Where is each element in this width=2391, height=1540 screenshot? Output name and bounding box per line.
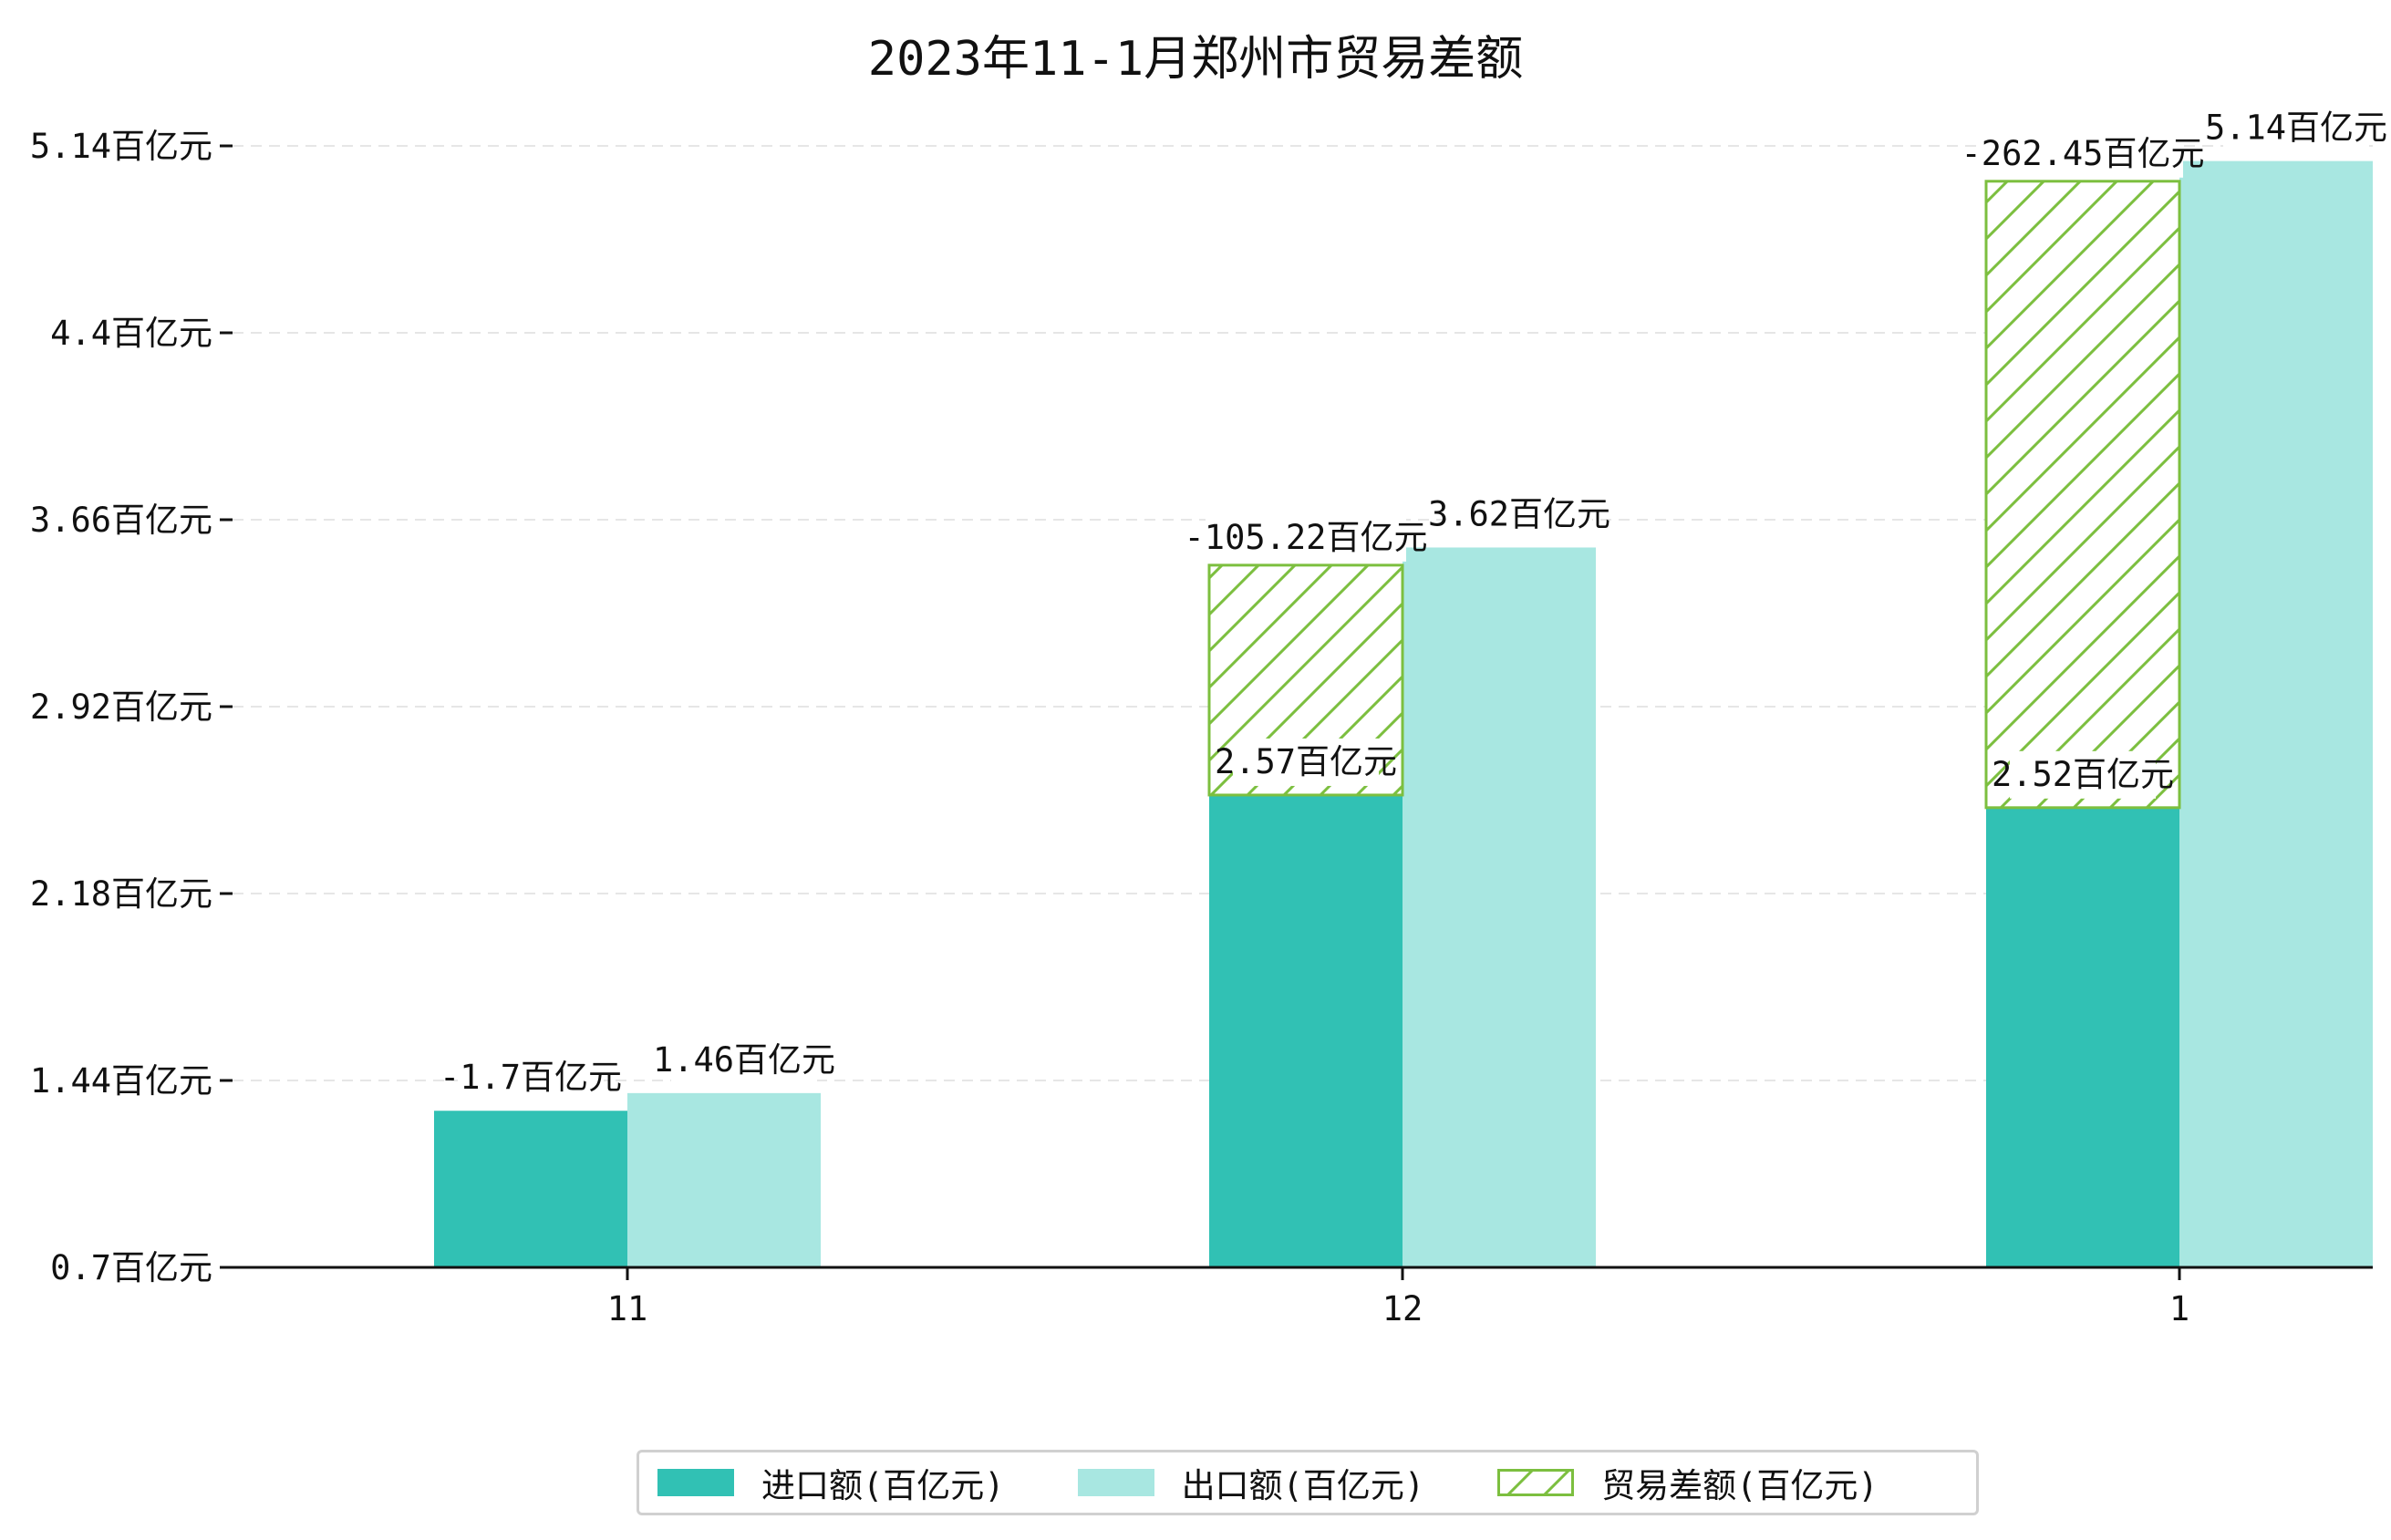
data-label: -105.22百亿元 [1185,518,1428,557]
data-label-bg [2223,104,2369,152]
data-label-bg [1233,738,1379,786]
y-tick-label: 0.7百亿元 [50,1248,212,1287]
legend-item-import: 进口额(百亿元) [657,1458,1005,1507]
data-label-bg [1206,513,1406,562]
y-tick-label: 4.4百亿元 [50,314,212,353]
chart-title: 2023年11-1月郑州市贸易差额 [867,32,1524,87]
data-label: 3.62百亿元 [1428,494,1610,533]
data-label: 1.46百亿元 [653,1040,835,1080]
chart-plot-area: 0.7百亿元 1.44百亿元 2.18百亿元 2.92百亿元 3.66百亿元 4.4百亿元… [29,104,2388,1328]
data-label: 2.52百亿元 [1992,755,2174,794]
x-tick-label: 11 [607,1289,648,1328]
y-tick-label: 2.18百亿元 [30,874,212,914]
chart-legend: 进口额(百亿元) 出口额(百亿元) 贸易差额(百亿元) [637,1450,1979,1515]
y-tick-label: 2.92百亿元 [30,687,212,727]
data-label-bg [458,1054,604,1102]
y-tick-label: 1.44百亿元 [30,1061,212,1101]
legend-swatch-export [1077,1469,1154,1496]
bar-export [627,1092,821,1267]
data-label-bg [2010,750,2156,799]
bar-balance [1984,180,2181,810]
data-label: 2.57百亿元 [1215,742,1397,781]
bar-export [1403,547,1596,1267]
legend-item-balance: 贸易差额(百亿元) [1497,1458,1879,1507]
data-label-bg [1446,491,1592,539]
legend-label-export: 出口额(百亿元) [1181,1466,1425,1505]
legend-label-import: 进口额(百亿元) [761,1466,1005,1505]
y-tick-label: 5.14百亿元 [30,127,212,166]
data-label-bg [1982,129,2183,178]
bar-export [2179,160,2373,1268]
data-label: 5.14百亿元 [2205,109,2387,148]
data-label-bg [671,1036,817,1084]
legend-swatch-import [657,1469,734,1496]
bar-import [434,1111,627,1267]
legend-item-export: 出口额(百亿元) [1077,1458,1425,1507]
x-tick-label: 1 [2169,1289,2189,1328]
x-tick-label: 12 [1382,1289,1423,1328]
legend-swatch-balance [1497,1469,1575,1496]
legend-label-balance: 贸易差额(百亿元) [1601,1466,1879,1505]
data-label: -262.45百亿元 [1961,134,2205,173]
y-tick-label: 3.66百亿元 [30,501,212,540]
bar-import [1986,807,2179,1267]
bar-import [1209,794,1403,1267]
data-label: -1.7百亿元 [440,1058,622,1097]
